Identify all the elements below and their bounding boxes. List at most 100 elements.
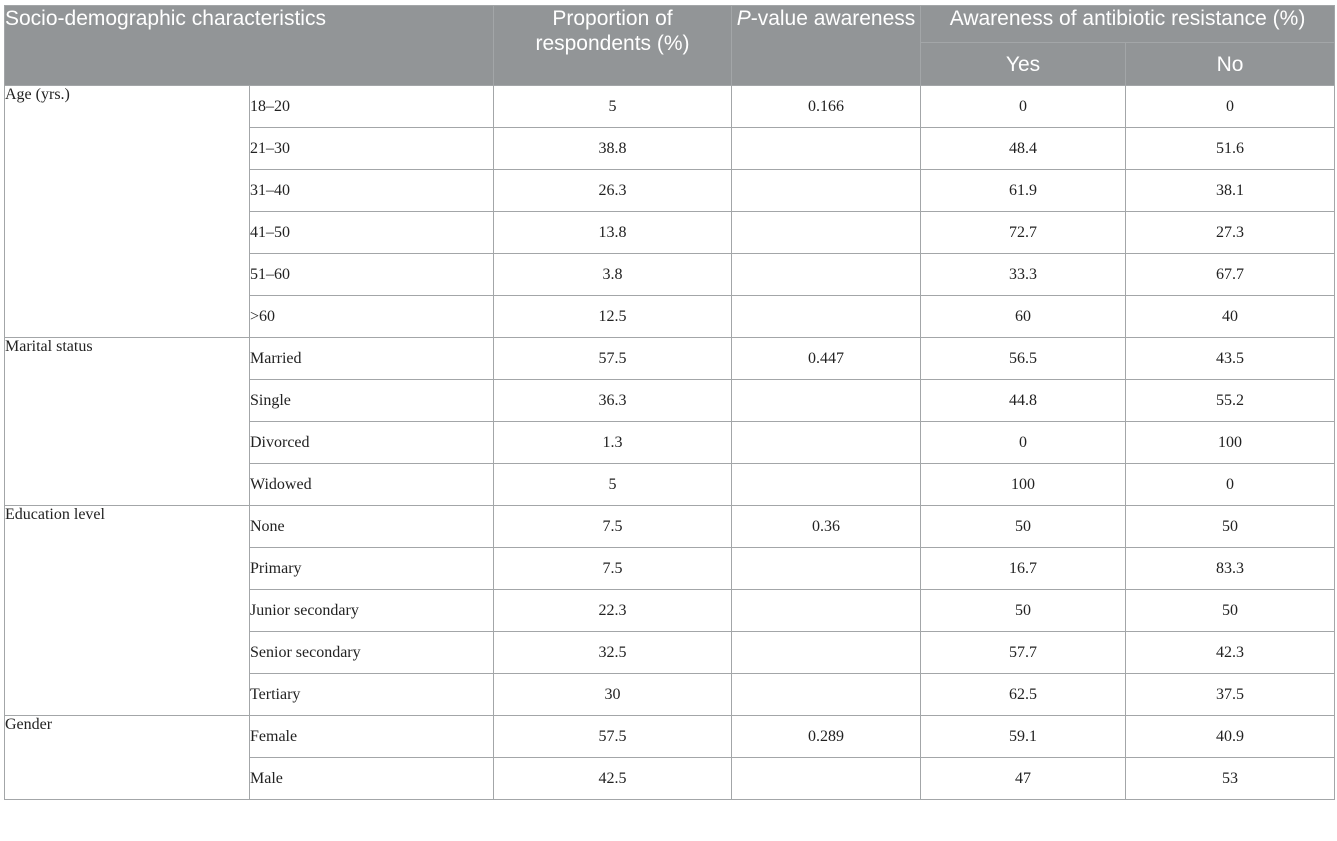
yes-cell: 50 [920, 505, 1126, 548]
table-row: Gender Female 57.5 0.289 59.1 40.9 [4, 715, 1336, 800]
proportion-cell: 5 [493, 85, 732, 128]
group-label: Education level [4, 505, 250, 716]
yes-cell: 56.5 [920, 337, 1126, 380]
no-cell: 83.3 [1124, 547, 1336, 590]
subcategory-cell: >60 [249, 295, 494, 338]
proportion-cell: 3.8 [493, 253, 732, 296]
pvalue-cell [731, 421, 921, 464]
proportion-cell: 1.3 [493, 421, 732, 464]
proportion-cell: 7.5 [493, 547, 732, 590]
proportion-cell: 42.5 [493, 757, 732, 800]
proportion-cell: 5 [493, 463, 732, 506]
proportion-cell: 32.5 [493, 631, 732, 674]
table-row: 31–40 26.3 61.9 38.1 [5, 169, 1336, 212]
yes-cell: 0 [920, 421, 1126, 464]
proportion-cell: 57.5 [493, 337, 732, 380]
subcategory-cell: Married [249, 337, 494, 380]
group-label: Age (yrs.) [4, 85, 250, 338]
yes-cell: 59.1 [920, 715, 1126, 758]
yes-cell: 60 [920, 295, 1126, 338]
proportion-cell: 57.5 [493, 715, 732, 758]
yes-cell: 48.4 [920, 127, 1126, 170]
subcategory-cell: 41–50 [249, 211, 494, 254]
no-cell: 40.9 [1124, 715, 1336, 758]
no-cell: 50 [1124, 505, 1336, 548]
subcategory-cell: 31–40 [249, 169, 494, 212]
pvalue-cell [731, 253, 921, 296]
proportion-cell: 22.3 [493, 589, 732, 632]
pvalue-cell [731, 295, 921, 338]
pvalue-cell [731, 631, 921, 674]
header-awareness: Awareness of antibiotic resistance (%) [919, 5, 1336, 43]
no-cell: 42.3 [1124, 631, 1336, 674]
subcategory-cell: 18–20 [249, 85, 494, 128]
table-row: Marital status Married 57.5 0.447 56.5 43.5 [4, 337, 1336, 506]
subcategory-cell: Senior secondary [249, 631, 494, 674]
pvalue-cell [731, 673, 921, 716]
no-cell: 0 [1124, 85, 1336, 128]
proportion-cell: 30 [493, 673, 732, 716]
header-characteristics: Socio-demographic characteristics [4, 5, 494, 86]
pvalue-cell [731, 169, 921, 212]
pvalue-cell: 0.289 [731, 715, 921, 758]
header-proportion: Proportion of respondents (%) [493, 5, 732, 86]
subcategory-cell: Junior secondary [249, 589, 494, 632]
no-cell: 67.7 [1124, 253, 1336, 296]
proportion-cell: 12.5 [493, 295, 732, 338]
yes-cell: 16.7 [920, 547, 1126, 590]
header-no: No [1124, 42, 1336, 86]
table-row: >60 12.5 60 40 [5, 295, 1336, 338]
table-row: Education level None 7.5 0.36 50 50 [4, 505, 1336, 716]
no-cell: 53 [1124, 757, 1336, 800]
subcategory-cell: 21–30 [249, 127, 494, 170]
yes-cell: 0 [920, 85, 1126, 128]
proportion-cell: 36.3 [493, 379, 732, 422]
table-row: Senior secondary 32.5 57.7 42.3 [5, 631, 1336, 674]
subcategory-cell: Tertiary [249, 673, 494, 716]
no-cell: 27.3 [1124, 211, 1336, 254]
group-label: Marital status [4, 337, 250, 506]
subcategory-cell: 51–60 [249, 253, 494, 296]
table-row: 41–50 13.8 72.7 27.3 [5, 211, 1336, 254]
table-row: Widowed 5 100 0 [5, 463, 1336, 506]
pvalue-cell [731, 463, 921, 506]
yes-cell: 72.7 [920, 211, 1126, 254]
table-row: 51–60 3.8 33.3 67.7 [5, 253, 1336, 296]
yes-cell: 62.5 [920, 673, 1126, 716]
group-label: Gender [4, 715, 250, 800]
no-cell: 37.5 [1124, 673, 1336, 716]
table-row: Junior secondary 22.3 50 50 [5, 589, 1336, 632]
yes-cell: 47 [920, 757, 1126, 800]
no-cell: 40 [1124, 295, 1336, 338]
pvalue-cell [731, 757, 921, 800]
pvalue-cell: 0.166 [731, 85, 921, 128]
subcategory-cell: Divorced [249, 421, 494, 464]
header-pvalue-italic: P [736, 7, 751, 30]
subcategory-cell: Widowed [249, 463, 494, 506]
demographics-table: Socio-demographic characteristics Propor… [4, 5, 1336, 800]
header-yes: Yes [920, 42, 1126, 86]
yes-cell: 100 [920, 463, 1126, 506]
subcategory-cell: Primary [249, 547, 494, 590]
subcategory-cell: Male [249, 757, 494, 800]
table-row: Age (yrs.) 18–20 5 0.166 0 0 [4, 85, 1336, 338]
proportion-cell: 38.8 [493, 127, 732, 170]
pvalue-cell [731, 589, 921, 632]
proportion-cell: 26.3 [493, 169, 732, 212]
subcategory-cell: Single [249, 379, 494, 422]
no-cell: 100 [1124, 421, 1336, 464]
subcategory-cell: None [249, 505, 494, 548]
yes-cell: 61.9 [920, 169, 1126, 212]
proportion-cell: 13.8 [493, 211, 732, 254]
no-cell: 38.1 [1124, 169, 1336, 212]
header-pvalue-rest: -value awareness [750, 7, 916, 30]
no-cell: 51.6 [1124, 127, 1336, 170]
yes-cell: 44.8 [920, 379, 1126, 422]
yes-cell: 50 [920, 589, 1126, 632]
table-row: Tertiary 30 62.5 37.5 [5, 673, 1336, 716]
pvalue-cell: 0.447 [731, 337, 921, 380]
subcategory-cell: Female [249, 715, 494, 758]
pvalue-cell [731, 127, 921, 170]
header-pvalue: P-value awareness [731, 5, 921, 86]
pvalue-cell: 0.36 [731, 505, 921, 548]
